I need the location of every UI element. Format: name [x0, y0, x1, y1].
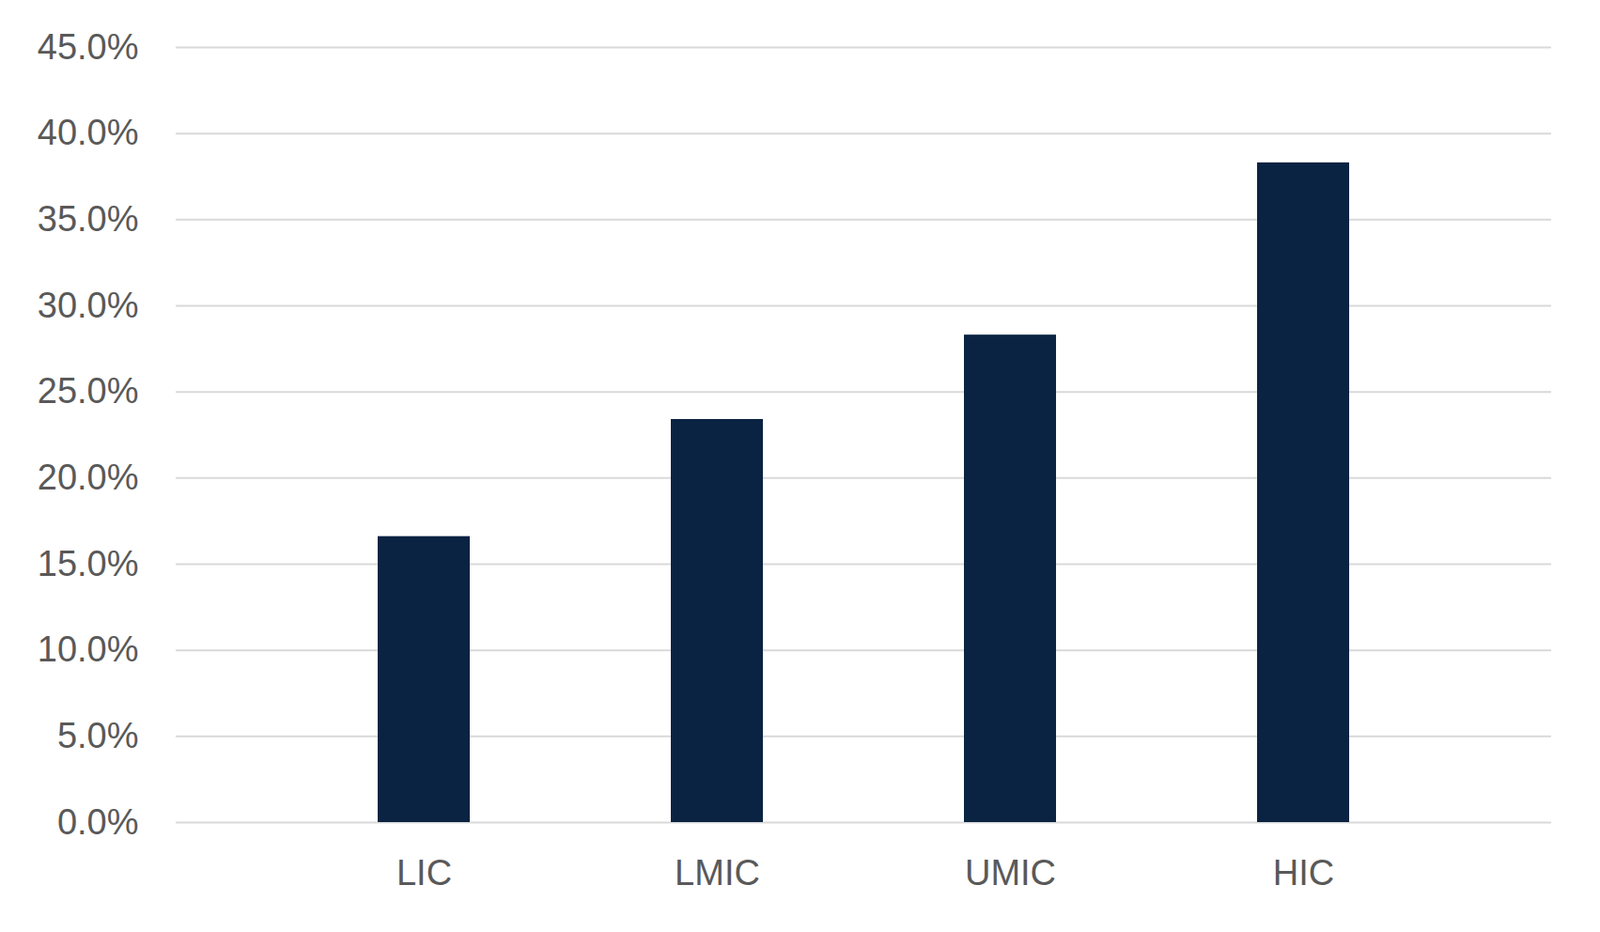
- svg-text:LIC: LIC: [396, 853, 452, 893]
- svg-text:0.0%: 0.0%: [57, 802, 140, 842]
- svg-text:20.0%: 20.0%: [37, 457, 140, 498]
- svg-text:UMIC: UMIC: [964, 853, 1057, 893]
- svg-text:10.0%: 10.0%: [37, 629, 140, 669]
- svg-text:25.0%: 25.0%: [37, 371, 140, 411]
- svg-text:LMIC: LMIC: [674, 853, 761, 893]
- svg-text:5.0%: 5.0%: [57, 715, 140, 756]
- svg-text:35.0%: 35.0%: [37, 199, 140, 239]
- svg-text:30.0%: 30.0%: [37, 285, 140, 326]
- svg-text:HIC: HIC: [1273, 853, 1335, 893]
- svg-text:45.0%: 45.0%: [37, 27, 140, 67]
- svg-text:15.0%: 15.0%: [37, 543, 140, 584]
- svg-text:40.0%: 40.0%: [37, 112, 140, 153]
